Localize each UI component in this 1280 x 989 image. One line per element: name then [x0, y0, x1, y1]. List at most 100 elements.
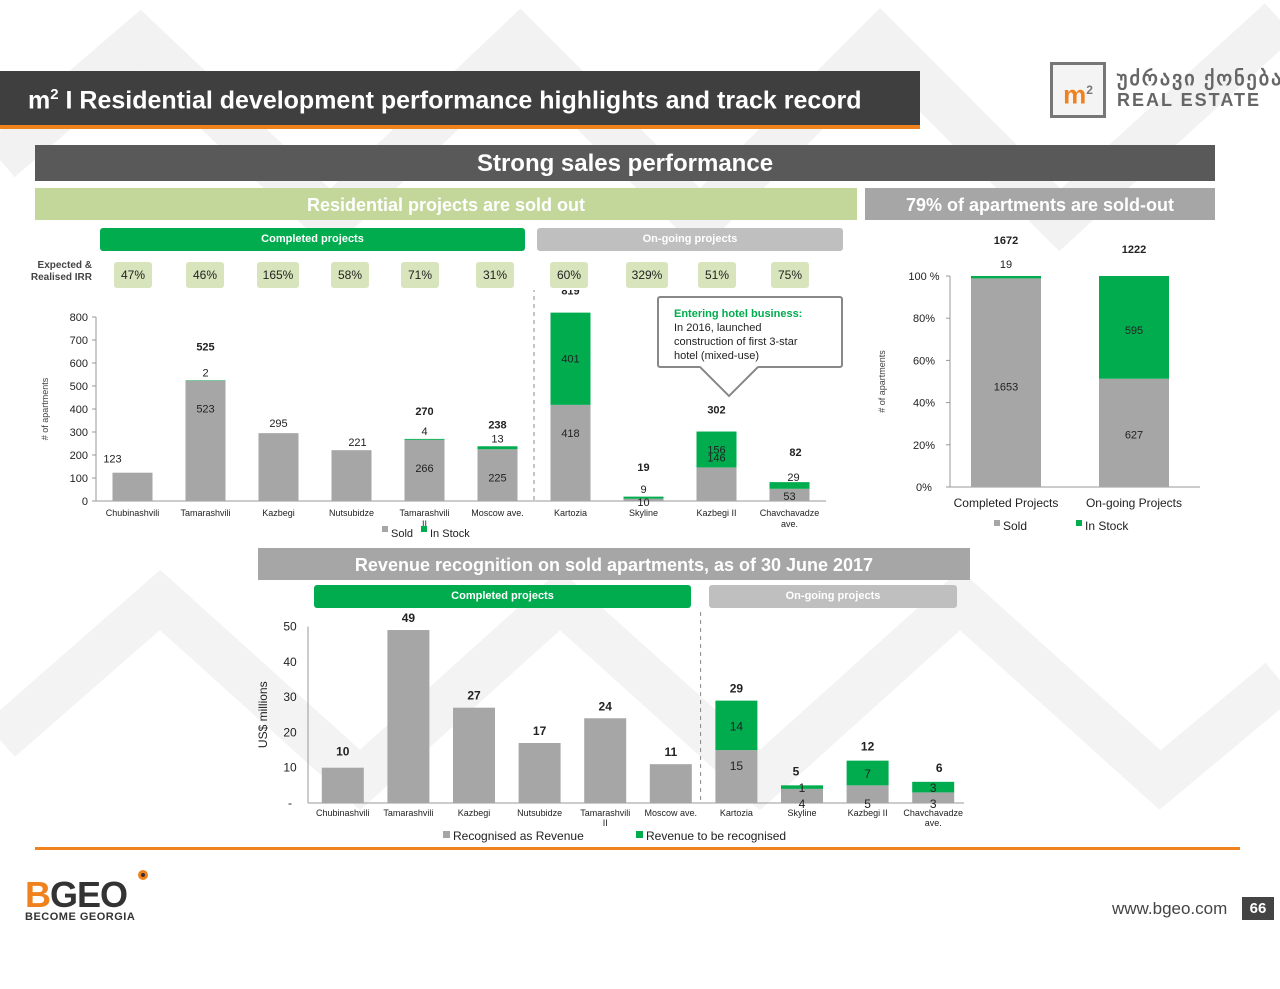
irr-value: 46% [186, 262, 224, 288]
completed-projects-pill: Completed projects [100, 228, 525, 251]
irr-value: 75% [771, 262, 809, 288]
data-label-total: 27 [467, 689, 481, 703]
x-tick-label: Chubinashvili [106, 508, 160, 518]
y-axis-title: # of apartments [877, 350, 887, 413]
data-label-sold: 295 [269, 418, 287, 430]
page-title: m2 I Residential development performance… [28, 86, 862, 115]
legend-label-sold: Sold [1003, 519, 1027, 533]
logo-real-estate-text: REAL ESTATE [1117, 90, 1262, 110]
bgeo-logo-leaf-icon [138, 870, 148, 880]
data-label-sold: 266 [415, 463, 433, 475]
x-tick-label: Kazbegi [262, 508, 295, 518]
bar-sold [696, 467, 737, 501]
bar-in-stock [477, 446, 518, 450]
data-label-total: 17 [533, 724, 547, 738]
data-label-to-be-recognised: 7 [864, 767, 871, 781]
data-label-total: 6 [936, 761, 943, 775]
irr-value: 58% [331, 262, 369, 288]
bar-sold [112, 472, 153, 501]
data-label-total: 270 [415, 406, 433, 418]
data-label-sold: 225 [488, 472, 506, 484]
data-label-sold: 123 [103, 454, 121, 466]
revenue-recognition-chart: - 10 20 30 40 50 US$ millions 10 Chubinashvili 49… [256, 612, 964, 843]
bar-in-stock [1099, 276, 1169, 379]
bar-recognised [518, 742, 561, 803]
page-number: 66 [1242, 897, 1274, 920]
completed-projects-pill: Completed projects [314, 585, 691, 608]
callout-pointer [700, 366, 759, 398]
y-axis-title: # of apartments [40, 377, 50, 440]
bgeo-logo: BGEO [25, 874, 128, 915]
x-tick-label: Tamarashvili [580, 808, 630, 818]
bar-sold [404, 439, 445, 501]
data-label-sold: 221 [348, 437, 366, 449]
data-label-sold: 1653 [994, 381, 1018, 393]
x-tick-label: Chavchavadze [760, 508, 820, 518]
legend-swatch-recognised [443, 831, 450, 838]
x-tick-label: Chavchavadze [903, 808, 963, 818]
legend-label-in-stock: In Stock [430, 528, 470, 540]
bar-in-stock [696, 431, 737, 468]
ongoing-projects-pill: On-going projects [537, 228, 843, 251]
data-label-sold: 418 [561, 428, 579, 440]
data-label-in-stock: 595 [1125, 325, 1143, 337]
legend-label-recognised: Recognised as Revenue [453, 829, 584, 843]
x-tick-label: Kartozia [720, 808, 753, 818]
x-tick-label: Skyline [787, 808, 816, 818]
y-tick-label: 0% [916, 482, 932, 494]
footer-divider [35, 847, 1240, 850]
y-tick-label: 10 [283, 761, 297, 775]
y-tick-label: 200 [70, 450, 88, 462]
bar-recognised [453, 707, 495, 803]
bar-recognised [321, 767, 364, 803]
y-tick-label: 700 [70, 335, 88, 347]
bar-sold [769, 488, 810, 501]
website-url[interactable]: www.bgeo.com [1112, 899, 1228, 918]
irr-value: 71% [401, 262, 439, 288]
irr-value: 47% [114, 262, 152, 288]
legend-swatch-sold [994, 520, 1000, 526]
bar-sold [1099, 378, 1169, 487]
bar-in-stock [404, 438, 445, 440]
data-label-in-stock: 13 [491, 433, 503, 445]
main-banner: Strong sales performance [35, 145, 1215, 181]
data-label-total: 19 [637, 462, 649, 474]
bar-to-be-recognised [781, 785, 823, 789]
bar-to-be-recognised [846, 760, 889, 786]
ongoing-projects-pill: On-going projects [709, 585, 957, 608]
data-label-total: 1672 [994, 235, 1018, 247]
logo-georgian-text: უძრავი ქონება [1117, 68, 1280, 90]
data-label-in-stock: 29 [787, 472, 799, 484]
hotel-callout: Entering hotel business: In 2016, launch… [657, 296, 843, 368]
irr-value: 31% [476, 262, 514, 288]
left-banner: Residential projects are sold out [35, 188, 857, 220]
title-bar [0, 71, 920, 129]
data-label-in-stock: 401 [561, 354, 579, 366]
data-label-recognised: 5 [864, 797, 871, 811]
data-label-to-be-recognised: 3 [930, 781, 937, 795]
y-tick-label: 0 [82, 496, 88, 508]
x-tick-label: Kazbegi II [848, 808, 888, 818]
apartments-by-project-chart: 0 100 200 300 400 500 600 700 800 # of apartments… [40, 290, 826, 540]
x-tick-label: Tamarashvili [399, 508, 449, 518]
bar-recognised [912, 792, 955, 803]
bar-in-stock [550, 312, 591, 405]
data-label-total: 29 [730, 682, 744, 696]
legend-swatch-in-stock [1076, 520, 1082, 526]
bar-recognised [584, 718, 627, 803]
legend-label-sold: Sold [391, 528, 413, 540]
x-tick-label: II [422, 519, 427, 529]
bar-sold [185, 380, 226, 501]
data-label-recognised: 3 [930, 797, 937, 811]
data-label-total: 5 [793, 764, 800, 778]
bar-recognised [846, 785, 889, 803]
y-tick-label: 300 [70, 427, 88, 439]
y-tick-label: - [288, 796, 292, 810]
x-tick-label: Completed Projects [954, 496, 1059, 510]
legend-label-in-stock: In Stock [1085, 519, 1129, 533]
y-tick-label: 40% [913, 398, 935, 410]
y-tick-label: 100 [70, 473, 88, 485]
bar-sold [623, 498, 664, 501]
data-label-total: 49 [402, 612, 416, 625]
x-tick-label: Tamarashvili [383, 808, 433, 818]
